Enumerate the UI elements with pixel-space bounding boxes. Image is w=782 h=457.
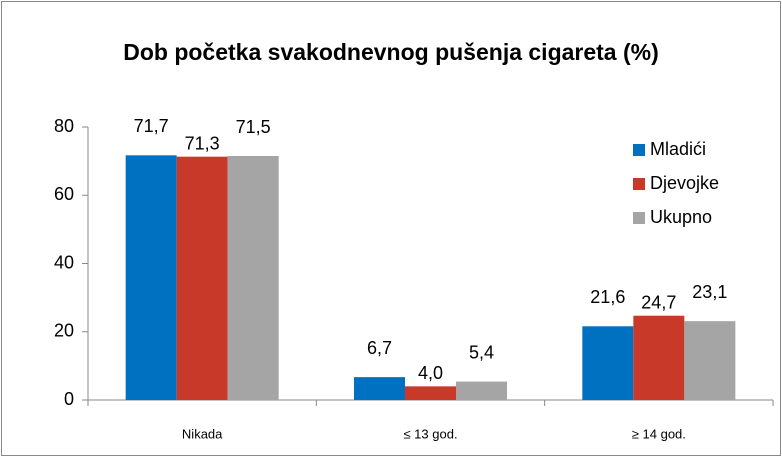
bar (125, 155, 177, 400)
legend-label: Ukupno (650, 207, 712, 227)
chart-title: Dob početka svakodnevnog pušenja cigaret… (123, 39, 659, 65)
y-tick-label: 20 (54, 321, 74, 341)
y-tick-label: 80 (54, 116, 74, 136)
bar (456, 381, 507, 400)
data-label: 24,7 (641, 292, 676, 312)
y-tick-label: 40 (54, 252, 74, 272)
bar (227, 156, 279, 400)
data-label: 71,7 (134, 116, 169, 136)
legend-swatch (633, 212, 645, 224)
bar (176, 156, 228, 400)
data-label: 71,3 (185, 133, 220, 153)
data-label: 6,7 (367, 338, 392, 358)
data-label: 21,6 (590, 287, 625, 307)
bar (405, 386, 456, 400)
bar (633, 315, 685, 400)
y-tick-label: 0 (64, 389, 74, 409)
legend-swatch (633, 178, 645, 190)
x-tick-label: ≤ 13 god. (403, 426, 457, 441)
legend-label: Djevojke (650, 173, 719, 193)
data-label: 4,0 (418, 363, 443, 383)
data-label: 5,4 (469, 342, 494, 362)
y-tick-label: 60 (54, 184, 74, 204)
x-tick-label: Nikada (182, 426, 223, 441)
data-label: 71,5 (236, 117, 271, 137)
legend-label: Mladići (650, 139, 706, 159)
bar (582, 326, 634, 400)
legend-swatch (633, 144, 645, 156)
data-label: 23,1 (692, 282, 727, 302)
x-tick-label: ≥ 14 god. (632, 426, 686, 441)
bar (684, 321, 736, 400)
bar (354, 377, 405, 400)
